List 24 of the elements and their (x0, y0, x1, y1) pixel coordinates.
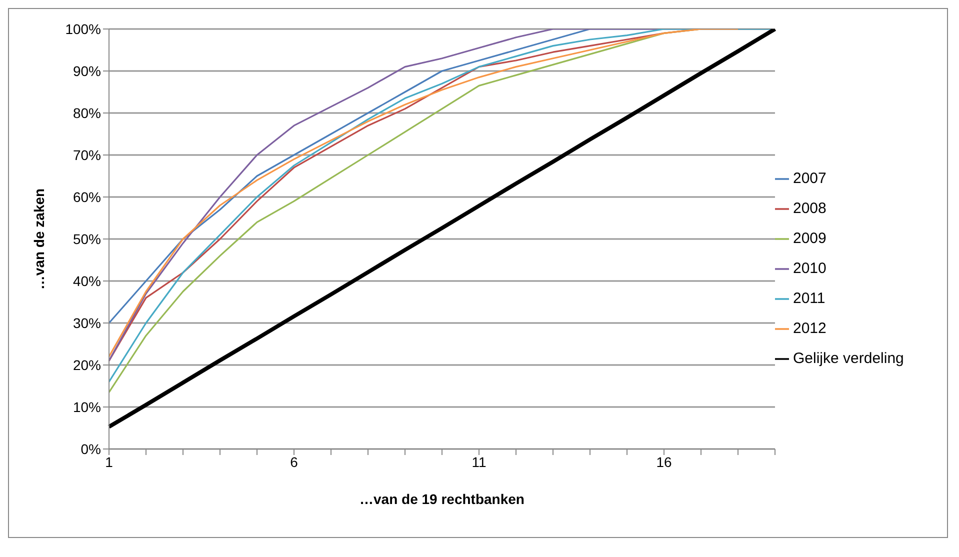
y-tick-label: 70% (72, 146, 101, 163)
y-tick-label: 60% (72, 188, 101, 205)
y-tick-label: 40% (72, 272, 101, 289)
y-tick-label: 20% (72, 356, 101, 373)
legend-label: 2009 (793, 230, 826, 247)
x-tick-label: 16 (656, 454, 672, 470)
y-tick-label: 90% (72, 62, 101, 79)
legend-label: 2011 (793, 290, 826, 307)
x-axis-title: …van de 19 rechtbanken (360, 491, 524, 507)
legend-label: 2007 (793, 170, 826, 187)
y-tick-label: 50% (72, 230, 101, 247)
y-axis-title: …van de zaken (30, 188, 47, 290)
legend-label: 2010 (793, 260, 826, 277)
y-tick-label: 30% (72, 314, 101, 331)
x-tick-label: 1 (105, 454, 114, 470)
y-tick-label: 10% (72, 398, 101, 415)
x-tick-label: 11 (472, 454, 486, 470)
legend-label: Gelijke verdeling (793, 350, 904, 367)
legend-label: 2008 (793, 200, 826, 217)
y-tick-label: 100% (65, 20, 101, 37)
x-tick-label: 6 (290, 454, 298, 470)
y-tick-label: 0% (80, 440, 101, 457)
y-tick-label: 80% (72, 104, 101, 121)
legend-label: 2012 (793, 320, 826, 337)
